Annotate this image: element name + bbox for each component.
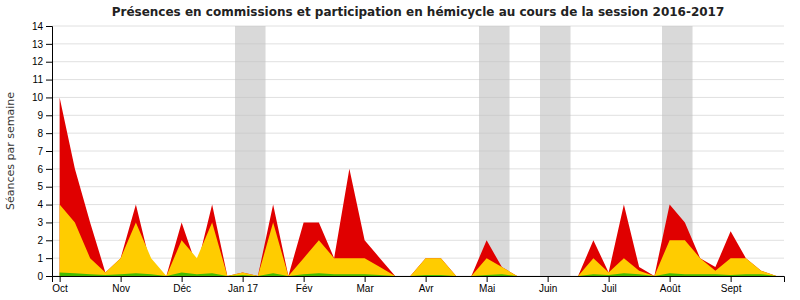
tick-label: Juil [602,283,617,294]
axis-line [46,27,53,277]
y-axis: 01234567891011121314 [32,21,53,282]
tick-label: Nov [112,283,130,294]
tick-mark [46,240,52,241]
tick-mark [46,44,52,45]
tick-label: 1 [37,253,43,264]
tick: 10 [32,92,52,103]
tick-mark [487,276,488,282]
tick-label: 9 [37,110,43,121]
tick-label: 2 [37,235,43,246]
tick-label: 11 [33,74,44,85]
tick-mark [46,26,52,27]
tick: Nov [112,276,130,294]
tick: Août [660,276,681,294]
y-axis-title: Séances par semaine [4,92,17,210]
area [60,97,777,276]
tick-label: 10 [32,92,44,103]
tick-mark [121,276,122,282]
tick-mark [46,276,52,277]
tick-mark [46,97,52,98]
x-axis: Oct Nov Déc Jan 17 Fév Mar Avr Mai Juin Juil Août S… [52,276,784,294]
chart: 01234567891011121314OctNovDécJan 17FévMa… [0,0,800,300]
tick-label: 5 [37,181,43,192]
tick-label: Sept [721,283,742,294]
tick: 8 [37,128,52,139]
tick: 6 [37,164,52,175]
area [60,272,777,276]
tick: Oct [52,276,68,294]
tick-label: Mai [479,283,495,294]
tick-label: 14 [32,21,44,32]
marks [60,26,777,276]
tick-label: Oct [52,283,68,294]
tick-label: 13 [32,39,44,50]
recess-band [540,26,571,276]
tick-mark [46,115,52,116]
tick-mark [46,80,52,81]
tick: 3 [37,217,52,228]
tick: 1 [37,253,52,264]
tick: Fév [296,276,313,294]
tick: 11 [33,74,52,85]
tick-mark [548,276,549,282]
tick-label: 8 [37,128,43,139]
tick: Mai [479,276,495,294]
tick: 13 [32,39,52,50]
tick-mark [46,62,52,63]
tick-label: Déc [173,283,191,294]
tick-label: 4 [37,199,43,210]
tick-mark [46,151,52,152]
tick-label: 0 [37,271,43,282]
plot-area: 01234567891011121314OctNovDécJan 17FévMa… [32,21,785,294]
tick: Mar [357,276,375,294]
tick: 7 [37,146,52,157]
tick-label: 7 [37,146,43,157]
tick-label: 3 [37,217,43,228]
tick-mark [46,222,52,223]
tick-mark [365,276,366,282]
tick-mark [46,169,52,170]
tick-mark [46,187,52,188]
tick: Avr [419,276,434,294]
tick-label: Jan 17 [228,283,258,294]
tick-label: 12 [32,56,44,67]
tick: 4 [37,199,52,210]
tick-label: Fév [296,283,313,294]
tick-label: Avr [419,283,434,294]
tick: Sept [721,276,742,294]
title: Présences en commissions et participatio… [112,5,725,19]
tick-mark [182,276,183,282]
tick: Déc [173,276,191,294]
recess-band [479,26,510,276]
tick: Juin [539,276,557,294]
axis-line [53,277,785,283]
tick: 2 [37,235,52,246]
tick-mark [243,276,244,282]
tick-label: Août [660,283,681,294]
tick: 5 [37,181,52,192]
tick-mark [46,258,52,259]
tick-label: 6 [37,164,43,175]
tick: Jan 17 [228,276,258,294]
tick: 14 [32,21,52,32]
area [60,205,777,276]
tick-mark [46,205,52,206]
tick: 12 [32,56,52,67]
tick-label: Mar [357,283,375,294]
tick: Juil [602,276,617,294]
recess-band [235,26,266,276]
tick-label: Juin [539,283,557,294]
tick-mark [46,133,52,134]
tick: 0 [37,271,52,282]
tick-mark [60,276,61,282]
grid [52,26,784,276]
tick-mark [304,276,305,282]
tick-mark [670,276,671,282]
tick: 9 [37,110,52,121]
tick-mark [609,276,610,282]
tick-mark [426,276,427,282]
tick-mark [731,276,732,282]
